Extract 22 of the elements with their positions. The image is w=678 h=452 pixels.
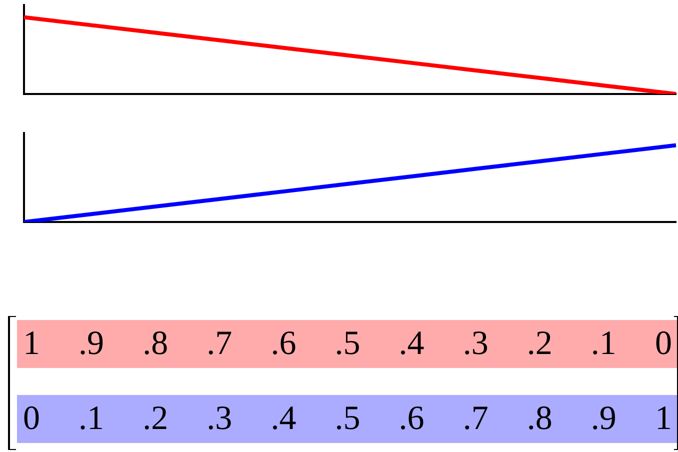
data-label: .7	[206, 325, 232, 363]
data-label: .1	[78, 400, 104, 438]
data-label: .5	[334, 400, 360, 438]
data-label: .3	[206, 400, 232, 438]
data-label: .1	[590, 325, 616, 363]
data-label: .2	[526, 325, 552, 363]
data-label: .3	[462, 325, 488, 363]
data-label: 0	[654, 325, 672, 363]
data-label: .9	[590, 400, 616, 438]
data-label: 1	[654, 400, 672, 438]
data-label: .4	[270, 400, 296, 438]
data-label: .4	[398, 325, 424, 363]
data-label: 1	[23, 325, 40, 363]
data-label: .9	[78, 325, 104, 363]
data-label: .7	[462, 400, 488, 438]
data-label: .6	[398, 400, 424, 438]
data-label: 0	[23, 400, 40, 438]
data-label: .2	[142, 400, 168, 438]
data-label: .8	[142, 325, 168, 363]
data-label: .8	[526, 400, 552, 438]
data-label: .6	[270, 325, 296, 363]
data-label: .5	[334, 325, 360, 363]
